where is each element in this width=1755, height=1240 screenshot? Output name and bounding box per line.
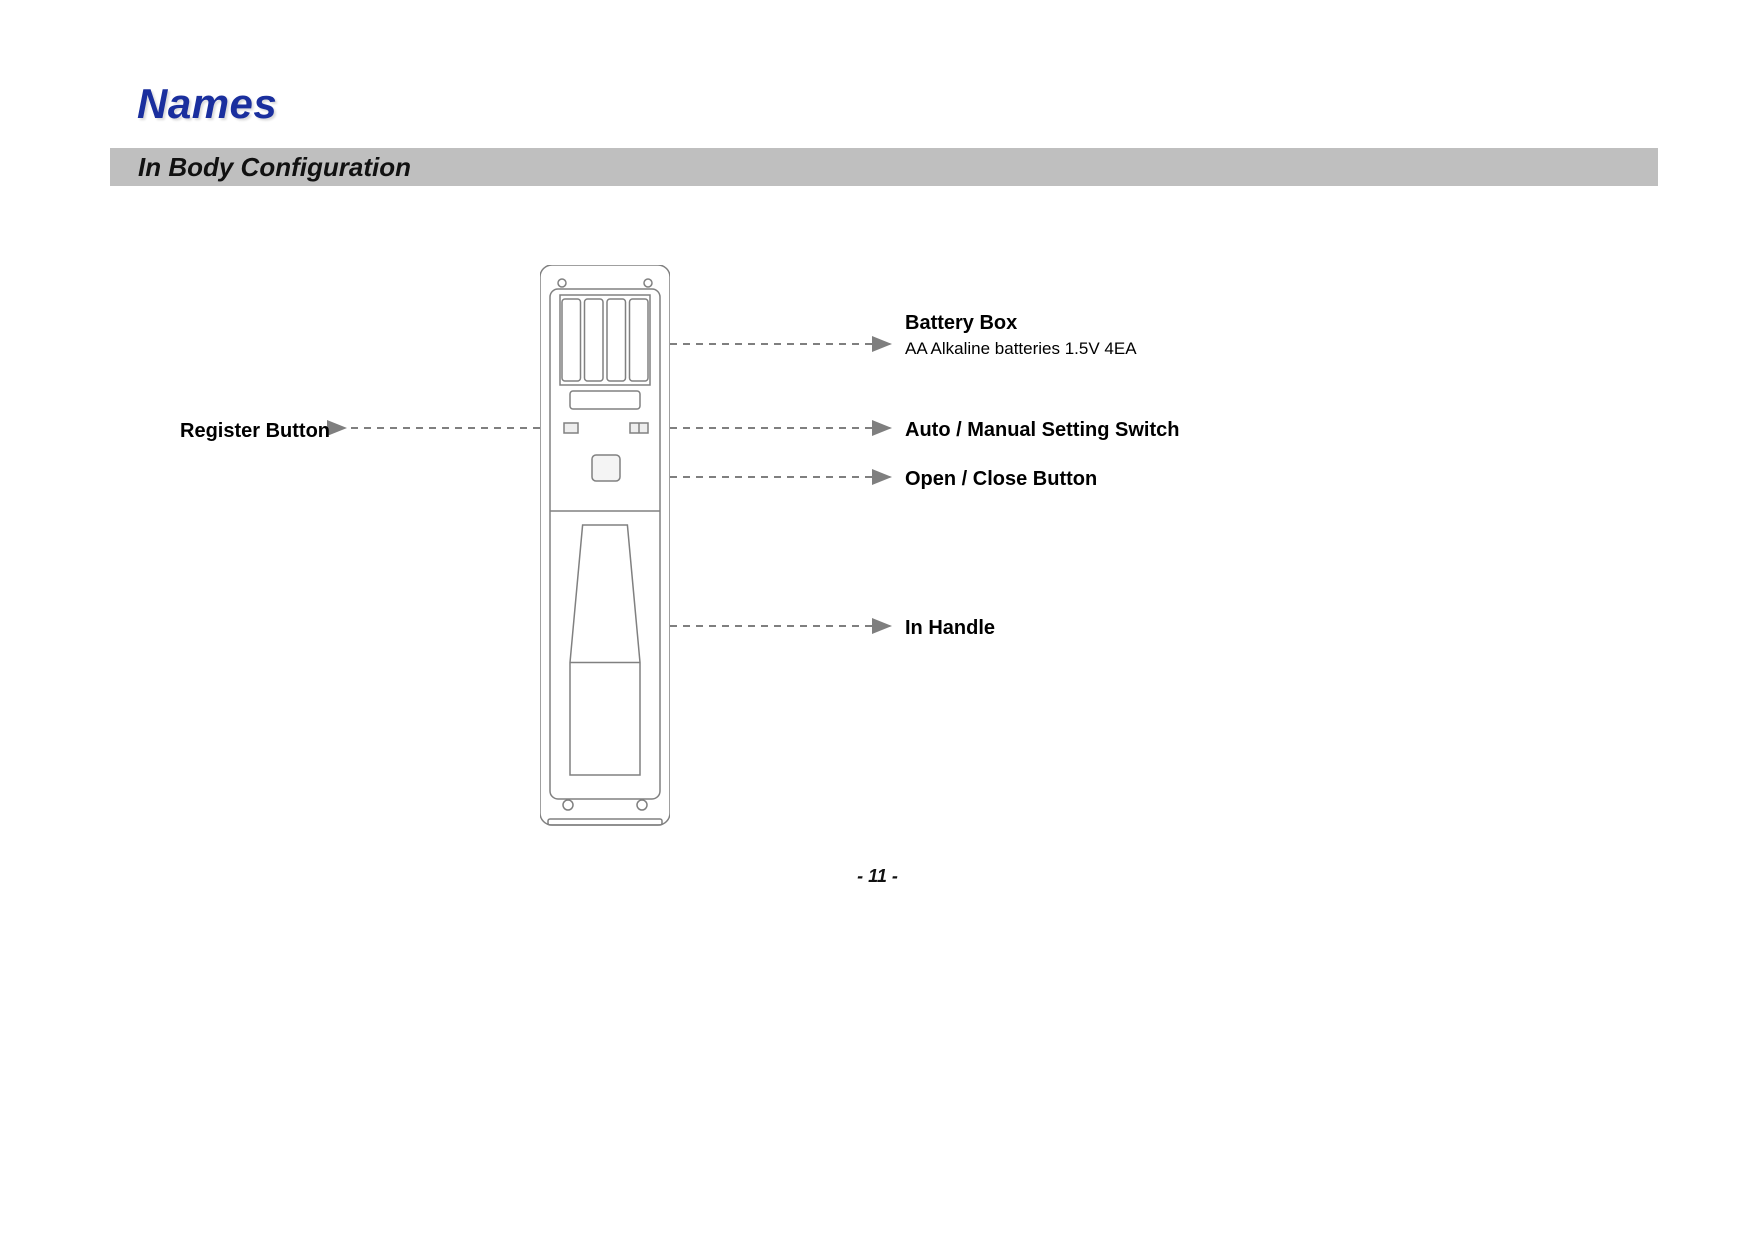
- callout-register-title: Register Button: [180, 420, 330, 442]
- callout-battery: Battery Box AA Alkaline batteries 1.5V 4E…: [905, 312, 1137, 359]
- callout-openclose: Open / Close Button: [905, 468, 1097, 491]
- callout-openclose-title: Open / Close Button: [905, 468, 1097, 490]
- callout-handle: In Handle: [905, 617, 995, 640]
- callout-handle-title: In Handle: [905, 617, 995, 639]
- page-number: - 11 -: [0, 866, 1755, 887]
- callout-battery-title: Battery Box: [905, 312, 1017, 334]
- leader-lines: [0, 0, 1755, 1240]
- device-illustration: [540, 265, 670, 830]
- callout-register: Register Button: [180, 420, 330, 443]
- callout-switch-title: Auto / Manual Setting Switch: [905, 419, 1179, 441]
- callout-switch: Auto / Manual Setting Switch: [905, 419, 1179, 442]
- callout-battery-subtitle: AA Alkaline batteries 1.5V 4EA: [905, 339, 1137, 359]
- diagram-area: Battery Box AA Alkaline batteries 1.5V 4E…: [0, 0, 1755, 1240]
